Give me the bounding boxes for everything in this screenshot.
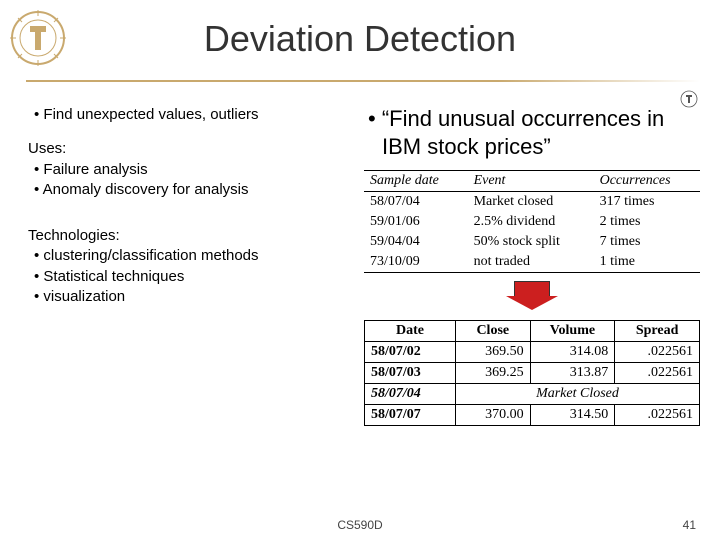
col-header: Sample date bbox=[364, 171, 468, 192]
tech-item: • clustering/classification methods bbox=[46, 246, 364, 266]
table-row: 58/07/07370.00314.50.022561 bbox=[365, 405, 700, 426]
prices-table: Date Close Volume Spread 58/07/02369.503… bbox=[364, 320, 700, 426]
slide-title: Deviation Detection bbox=[0, 0, 720, 60]
footer-page-number: 41 bbox=[683, 518, 696, 532]
events-table: Sample date Event Occurrences 58/07/04Ma… bbox=[364, 170, 700, 273]
table-row: 58/07/04Market Closed bbox=[365, 384, 700, 405]
col-header: Spread bbox=[615, 321, 700, 342]
right-column: • “Find unusual occurrences in IBM stock… bbox=[364, 105, 700, 520]
title-divider bbox=[26, 80, 700, 82]
university-seal-icon bbox=[8, 8, 68, 88]
arrow-down-icon bbox=[364, 281, 700, 302]
content-area: • Find unexpected values, outliers Uses:… bbox=[28, 105, 700, 520]
uses-item: • Anomaly discovery for analysis bbox=[46, 180, 364, 200]
footer-course-code: CS590D bbox=[337, 518, 382, 532]
uses-item: • Failure analysis bbox=[46, 160, 364, 180]
table-row: 73/10/09not traded1 time bbox=[364, 252, 700, 272]
table-row: 59/01/062.5% dividend2 times bbox=[364, 212, 700, 232]
col-header: Volume bbox=[530, 321, 615, 342]
left-column: • Find unexpected values, outliers Uses:… bbox=[28, 105, 364, 520]
col-header: Close bbox=[455, 321, 530, 342]
right-quote: • “Find unusual occurrences in IBM stock… bbox=[364, 105, 700, 160]
tech-item: • Statistical techniques bbox=[46, 267, 364, 287]
intro-bullet: • Find unexpected values, outliers bbox=[46, 105, 364, 125]
table-header-row: Sample date Event Occurrences bbox=[364, 171, 700, 192]
tech-item: • visualization bbox=[46, 287, 364, 307]
col-header: Event bbox=[468, 171, 594, 192]
col-header: Date bbox=[365, 321, 456, 342]
table-row: 58/07/03369.25313.87.022561 bbox=[365, 363, 700, 384]
col-header: Occurrences bbox=[594, 171, 700, 192]
table-row: 58/07/02369.50314.08.022561 bbox=[365, 342, 700, 363]
uses-heading: Uses: bbox=[28, 139, 364, 159]
table-header-row: Date Close Volume Spread bbox=[365, 321, 700, 342]
tech-heading: Technologies: bbox=[28, 226, 364, 246]
table-row: 59/04/0450% stock split7 times bbox=[364, 232, 700, 252]
table-row: 58/07/04Market closed317 times bbox=[364, 192, 700, 213]
